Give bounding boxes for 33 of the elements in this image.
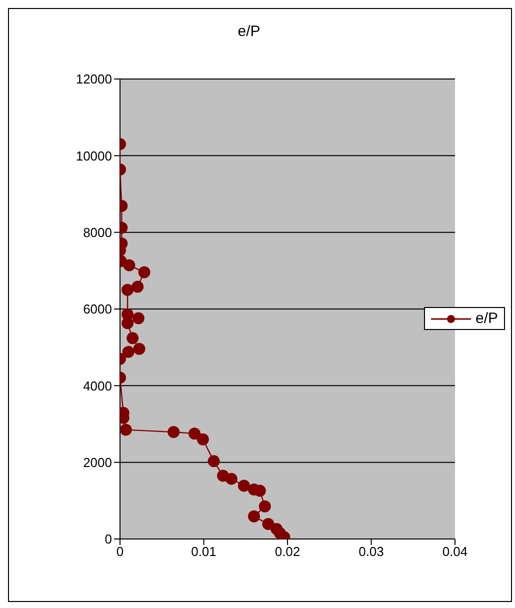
x-tick-label: 0.01: [191, 544, 216, 560]
point: [188, 428, 201, 440]
x-tick-label: 0.03: [358, 544, 384, 560]
legend-label: e/P: [475, 310, 498, 327]
y-tick-label: 4000: [83, 378, 112, 394]
y-tick-label: 8000: [83, 224, 112, 240]
point: [133, 342, 146, 355]
x-tick-label: 0.02: [274, 544, 300, 560]
x-tick-label: 0.04: [442, 544, 468, 560]
chart-title: e/P: [236, 23, 262, 40]
point: [122, 317, 134, 330]
x-tick-label: 0: [116, 544, 124, 560]
point: [132, 280, 144, 293]
point: [168, 426, 180, 438]
point: [248, 510, 260, 522]
point: [123, 259, 136, 272]
point: [262, 518, 274, 530]
point: [238, 480, 250, 492]
y-tick-label: 6000: [83, 302, 112, 317]
y-tick-label: 0: [104, 532, 112, 547]
point: [196, 433, 209, 446]
point: [208, 455, 220, 468]
point: [122, 346, 134, 358]
y-tick-label: 10000: [76, 148, 112, 164]
y-tick-label: 12000: [76, 72, 112, 87]
point: [122, 284, 134, 296]
point: [225, 472, 238, 485]
point: [120, 424, 132, 436]
point: [132, 312, 144, 324]
y-tick-label: 2000: [83, 454, 112, 470]
point: [258, 500, 271, 512]
point: [126, 332, 139, 344]
point: [138, 266, 150, 278]
